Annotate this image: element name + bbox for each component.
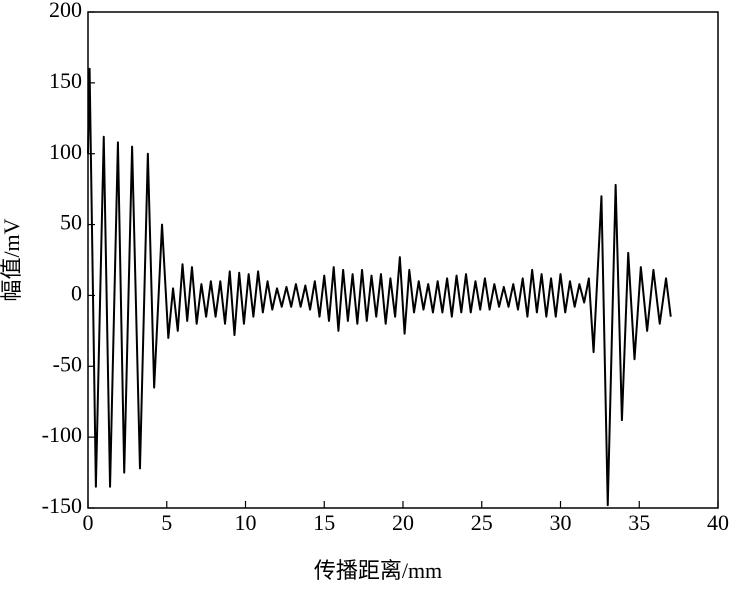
y-tick-label: 100 bbox=[49, 139, 82, 164]
y-tick-label: 50 bbox=[60, 210, 82, 235]
y-tick-label: 200 bbox=[49, 0, 82, 22]
x-tick-label: 10 bbox=[235, 510, 257, 535]
x-tick-label: 20 bbox=[392, 510, 414, 535]
y-tick-label: 150 bbox=[49, 68, 82, 93]
x-tick-label: 5 bbox=[161, 510, 172, 535]
y-tick-label: 0 bbox=[71, 280, 82, 305]
x-tick-label: 15 bbox=[313, 510, 335, 535]
x-tick-label: 25 bbox=[471, 510, 493, 535]
waveform-line bbox=[87, 67, 672, 507]
y-axis-label: 幅值/mV bbox=[0, 218, 24, 301]
y-tick-label: -100 bbox=[42, 422, 82, 447]
x-tick-label: 35 bbox=[628, 510, 650, 535]
x-tick-label: 30 bbox=[550, 510, 572, 535]
x-tick-label: 40 bbox=[707, 510, 729, 535]
y-tick-label: -50 bbox=[53, 351, 82, 376]
plot-frame bbox=[87, 11, 719, 509]
y-tick-label: -150 bbox=[42, 493, 82, 518]
x-tick-label: 0 bbox=[83, 510, 94, 535]
x-axis-label: 传播距离/mm bbox=[314, 558, 442, 583]
